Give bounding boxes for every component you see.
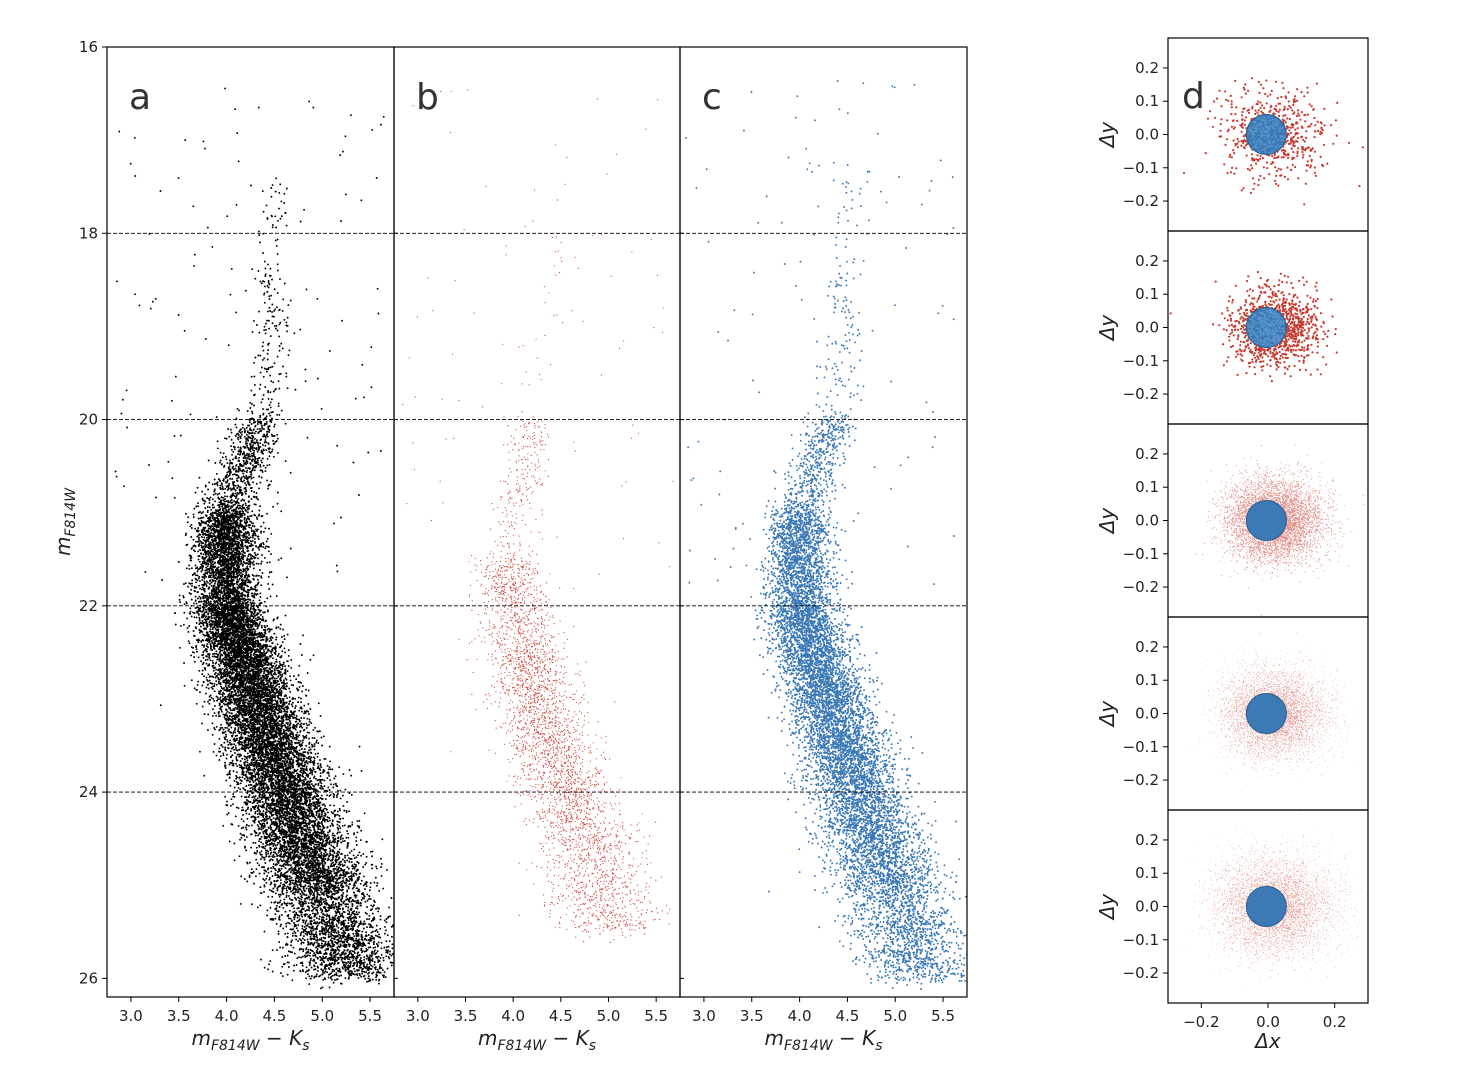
panel-c-xlabel: mF814W − Ks — [764, 1026, 882, 1054]
panel-d-ytick-label: −0.1 — [1123, 159, 1159, 177]
panel-c-xtick-label: 4.0 — [788, 1007, 812, 1025]
panel-d-ytick-label: 0.0 — [1135, 512, 1159, 530]
panel-d-bin-4-selected-disc — [1246, 887, 1286, 927]
panel-d-ylabel: Δy — [1095, 121, 1119, 150]
panel-d-ytick-label: 0.1 — [1135, 285, 1159, 303]
panel-a-xtick-label: 4.0 — [215, 1007, 239, 1025]
panel-b-xtick-label: 4.0 — [501, 1007, 525, 1025]
panel-d-ytick-label: −0.1 — [1123, 545, 1159, 563]
panel-a-points — [115, 87, 436, 989]
panel-d-ylabel: Δy — [1095, 314, 1119, 343]
panel-d-letter: d — [1182, 76, 1205, 117]
panel-c-star-marks — [685, 80, 1023, 990]
panel-d-ytick-label: 0.1 — [1135, 92, 1159, 110]
panel-a-xtick-label: 5.0 — [310, 1007, 334, 1025]
panel-d-ytick-label: 0.2 — [1135, 445, 1159, 463]
panel-a-xtick-label: 5.5 — [358, 1007, 382, 1025]
panel-d-ytick-label: −0.2 — [1123, 771, 1159, 789]
panel-a-xtick-label: 3.5 — [167, 1007, 191, 1025]
panel-a-letter: a — [129, 77, 151, 118]
panel-d-bin-0-points — [1183, 77, 1377, 205]
panel-b-xlabel: mF814W − Ks — [478, 1026, 596, 1054]
panel-d-bin-4-points — [1138, 814, 1383, 1022]
panel-a-ytick-label: 16 — [79, 38, 98, 56]
panel-b-xtick-label: 5.0 — [597, 1007, 621, 1025]
panel-d-ytick-label: −0.1 — [1123, 931, 1159, 949]
panel-c-xtick-label: 3.5 — [740, 1007, 764, 1025]
panel-c-xtick-label: 5.5 — [931, 1007, 955, 1025]
panel-d-ytick-label: −0.2 — [1123, 192, 1159, 210]
panel-a-ylabel: mF814W — [51, 487, 79, 556]
panel-c-xtick-label: 5.0 — [883, 1007, 907, 1025]
panel-b-xtick-label: 4.5 — [549, 1007, 573, 1025]
panel-a-ytick-label: 26 — [79, 969, 98, 987]
panel-b-xtick-label: 3.5 — [454, 1007, 478, 1025]
panel-a-ytick-label: 18 — [79, 224, 98, 242]
panel-d-ytick-label: 0.2 — [1135, 252, 1159, 270]
panel-d-bin-3-selected-disc — [1246, 694, 1286, 734]
panel-a-ytick-label: 22 — [79, 597, 98, 615]
panel-b-xtick-label: 5.5 — [644, 1007, 668, 1025]
panel-d-ylabel: Δy — [1095, 893, 1119, 922]
panel-a-star-marks — [115, 87, 436, 989]
panel-b-letter: b — [416, 77, 439, 118]
panel-d-xtick-label: 0.2 — [1323, 1013, 1347, 1031]
panel-d-bin-2-selected-disc — [1246, 501, 1286, 541]
panel-a-ytick-label: 24 — [79, 783, 98, 801]
panel-d-ytick-label: −0.1 — [1123, 352, 1159, 370]
panel-d-ytick-label: −0.2 — [1123, 385, 1159, 403]
panel-d-ytick-label: 0.2 — [1135, 59, 1159, 77]
panel-d-bin-2-points — [1162, 444, 1364, 616]
panel-b-star-marks — [402, 89, 708, 943]
panel-a-xlabel: mF814W − Ks — [191, 1026, 309, 1054]
panel-c-points — [685, 80, 1023, 990]
panel-d-ytick-label: 0.0 — [1135, 705, 1159, 723]
panel-a-xtick-label: 3.0 — [119, 1007, 143, 1025]
panel-d-xtick-label: −0.2 — [1183, 1013, 1219, 1031]
panel-a-xtick-label: 4.5 — [262, 1007, 286, 1025]
panel-c-xtick-label: 4.5 — [835, 1007, 859, 1025]
panel-d-ytick-label: 0.0 — [1135, 898, 1159, 916]
panel-d-ytick-label: 0.1 — [1135, 478, 1159, 496]
panel-d-ytick-label: 0.2 — [1135, 831, 1159, 849]
panel-d-ytick-label: 0.1 — [1135, 671, 1159, 689]
panel-c-frame — [680, 47, 967, 997]
panel-d-ytick-label: −0.2 — [1123, 578, 1159, 596]
panel-b-points — [402, 89, 708, 943]
panel-d-ytick-label: 0.0 — [1135, 126, 1159, 144]
panel-d-ytick-label: −0.2 — [1123, 964, 1159, 982]
panel-d-ytick-label: 0.0 — [1135, 319, 1159, 337]
panel-d-xlabel: Δx — [1253, 1029, 1281, 1053]
panel-d-ylabel: Δy — [1095, 507, 1119, 536]
panel-b-frame — [394, 47, 680, 997]
panel-d-ytick-label: 0.1 — [1135, 864, 1159, 882]
panel-d-bin-1-points — [1170, 271, 1338, 382]
panel-b-xtick-label: 3.0 — [406, 1007, 430, 1025]
panel-d-ylabel: Δy — [1095, 700, 1119, 729]
panel-d-bin-3-points — [1154, 632, 1370, 816]
panel-c-letter: c — [702, 77, 722, 118]
panel-c-xtick-label: 3.0 — [692, 1007, 716, 1025]
panel-d-ytick-label: −0.1 — [1123, 738, 1159, 756]
panel-d-ytick-label: 0.2 — [1135, 638, 1159, 656]
panel-a-ytick-label: 20 — [79, 411, 98, 429]
